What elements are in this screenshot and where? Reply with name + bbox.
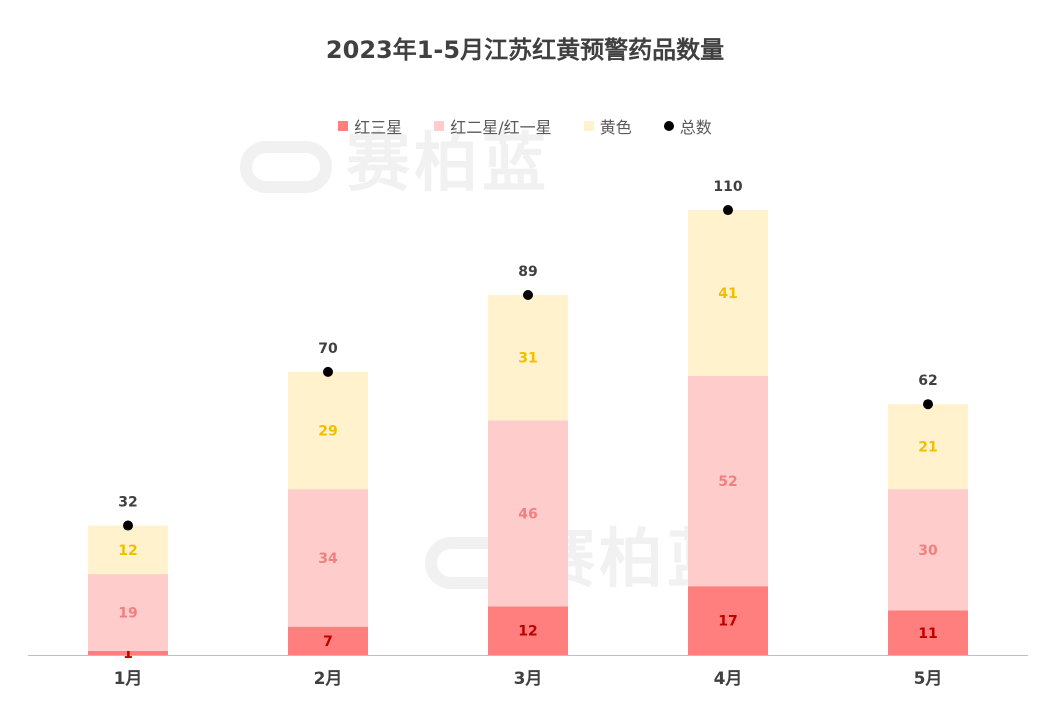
total-label: 32 <box>118 495 137 511</box>
data-label: 29 <box>318 424 337 440</box>
x-tick-label: 1月 <box>114 669 143 689</box>
legend: 红三星 红二星/红一星 黄色 总数 <box>0 114 1050 138</box>
total-label: 110 <box>713 179 742 195</box>
total-label: 89 <box>518 264 537 280</box>
total-marker <box>723 205 733 216</box>
data-label: 46 <box>518 506 537 522</box>
x-tick-label: 2月 <box>314 669 343 689</box>
total-marker <box>323 366 333 377</box>
data-label: 34 <box>318 551 338 567</box>
bar-segment <box>88 574 168 651</box>
bar-segment <box>488 294 568 421</box>
legend-label: 红二星/红一星 <box>450 118 552 137</box>
data-label: 12 <box>118 543 137 559</box>
bar-segment <box>488 420 568 607</box>
legend-item-red21: 红二星/红一星 <box>434 114 552 138</box>
data-label: 41 <box>718 286 737 302</box>
data-label: 30 <box>918 543 938 559</box>
chart-title: 2023年1-5月江苏红黄预警药品数量 <box>325 36 725 64</box>
legend-label: 黄色 <box>599 118 632 137</box>
data-label: 7 <box>323 634 333 650</box>
bar-segment <box>288 489 368 627</box>
watermark-top: 赛柏蓝 <box>240 112 550 204</box>
bar-segment <box>88 525 168 575</box>
legend-dot-icon <box>663 121 674 131</box>
bar-segment <box>88 650 168 655</box>
total-label: 62 <box>918 373 937 389</box>
legend-item-yellow: 黄色 <box>583 114 632 138</box>
total-marker <box>523 289 533 300</box>
legend-item-red3: 红三星 <box>338 114 402 138</box>
x-tick-label: 4月 <box>714 669 743 689</box>
legend-swatch <box>434 121 445 131</box>
bar-segment <box>688 375 768 587</box>
x-tick-label: 3月 <box>514 669 543 689</box>
total-marker <box>123 520 133 531</box>
data-label: 17 <box>718 614 737 630</box>
bar-segment <box>488 606 568 655</box>
bar-segment <box>288 626 368 655</box>
total-marker <box>923 399 933 410</box>
data-label: 21 <box>918 440 937 456</box>
data-label: 12 <box>518 624 537 640</box>
data-label: 52 <box>718 474 737 490</box>
legend-item-total: 总数 <box>663 114 712 138</box>
bar-segment <box>888 610 968 655</box>
data-label: 11 <box>918 626 937 642</box>
bar-segment <box>888 489 968 611</box>
data-label: 1 <box>123 646 133 662</box>
legend-swatch <box>338 121 349 131</box>
bar-segment <box>688 586 768 655</box>
bar-segment <box>288 371 368 490</box>
data-label: 31 <box>518 351 537 367</box>
x-tick-label: 5月 <box>914 669 943 689</box>
bar-segment <box>888 404 968 490</box>
data-label: 19 <box>118 606 137 622</box>
legend-label: 红三星 <box>354 118 403 137</box>
legend-label: 总数 <box>679 118 712 137</box>
legend-swatch <box>583 121 594 131</box>
bar-segment <box>688 210 768 376</box>
total-label: 70 <box>318 341 338 357</box>
